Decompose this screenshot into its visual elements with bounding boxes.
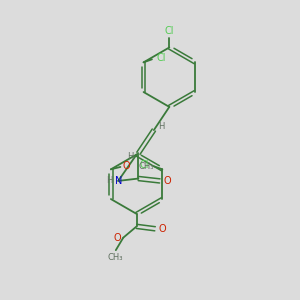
Text: N: N: [115, 176, 122, 186]
Text: H: H: [106, 176, 113, 185]
Text: CH₃: CH₃: [107, 253, 123, 262]
Text: Cl: Cl: [140, 160, 149, 170]
Text: Cl: Cl: [165, 26, 174, 36]
Text: O: O: [158, 224, 166, 234]
Text: O: O: [164, 176, 171, 186]
Text: H: H: [128, 152, 134, 161]
Text: Cl: Cl: [157, 53, 166, 63]
Text: H: H: [158, 122, 165, 131]
Text: O: O: [122, 161, 130, 171]
Text: CH₃: CH₃: [139, 162, 154, 171]
Text: O: O: [113, 233, 121, 243]
